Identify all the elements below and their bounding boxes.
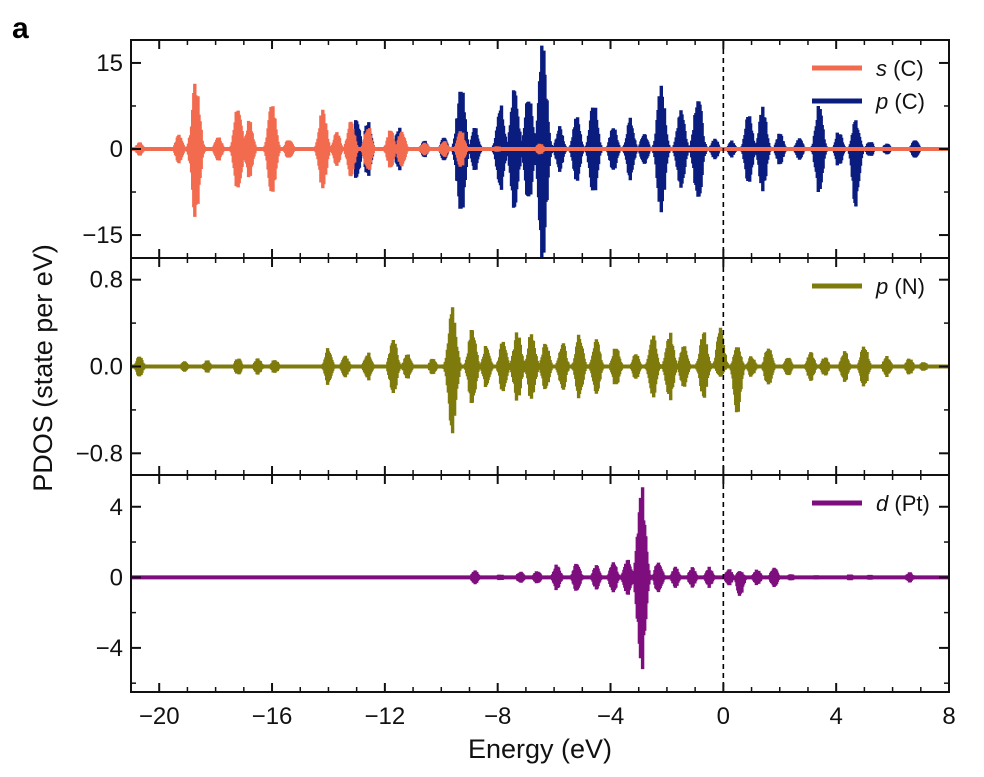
legend-label: p (N) (875, 274, 925, 299)
legend-suffix: (C) (887, 56, 924, 81)
legend-suffix: (N) (888, 274, 925, 299)
panel-frame (130, 474, 950, 693)
series-s--c- (131, 83, 949, 217)
legend-italic: p (875, 274, 888, 299)
panel-label: a (12, 12, 29, 45)
y-tick-label: 15 (96, 50, 123, 77)
legend-suffix: (C) (888, 89, 925, 114)
y-tick-label: 0.8 (90, 267, 123, 294)
legend-italic: d (876, 491, 889, 516)
legend-label: d (Pt) (876, 491, 930, 516)
series-p--n- (131, 307, 949, 434)
x-tick-label: −20 (139, 703, 180, 730)
pdos-peak (442, 307, 463, 434)
y-tick-label: −4 (96, 635, 123, 662)
pdos-peak (846, 120, 865, 207)
plot-area-carbon (131, 45, 949, 258)
y-tick-label: 0.0 (90, 354, 123, 381)
legend-label: p (C) (875, 89, 925, 114)
series-d--pt- (131, 487, 949, 670)
plot-area-platinum (131, 487, 949, 670)
y-tick-label: −15 (82, 222, 123, 249)
x-tick-label: −12 (365, 703, 406, 730)
x-tick-label: 8 (942, 703, 955, 730)
y-tick-label: 0 (110, 564, 123, 591)
panel-platinum: 4 0 −4 d (Pt) (96, 474, 950, 693)
y-tick-label: 4 (110, 494, 123, 521)
pdos-peak (728, 347, 747, 413)
legend-italic: p (875, 89, 888, 114)
x-tick-label: −4 (597, 703, 624, 730)
y-tick-label: −0.8 (76, 440, 123, 467)
legend-italic: s (876, 56, 887, 81)
chart-panels: 150−15s (C)p (C)0.80.0−0.8p (N)40−4d (Pt… (76, 39, 956, 730)
pdos-peak (732, 571, 749, 596)
y-axis-title: PDOS (state per eV) (28, 244, 58, 492)
plot-area-nitrogen (131, 307, 949, 434)
x-tick-label: −16 (252, 703, 293, 730)
legend-label: s (C) (876, 56, 924, 81)
x-tick-label: 4 (829, 703, 842, 730)
panel-carbon: 150−15s (C)p (C) (82, 39, 950, 259)
legend-suffix: (Pt) (888, 491, 930, 516)
pdos-peak (711, 327, 730, 377)
panel-nitrogen: 0.8 0.0 −0.8 p (N) (76, 257, 950, 476)
x-tick-label: −8 (484, 703, 511, 730)
x-axis-title: Energy (eV) (468, 734, 612, 764)
x-tick-label: 0 (717, 703, 730, 730)
y-tick-label: 0 (110, 136, 123, 163)
